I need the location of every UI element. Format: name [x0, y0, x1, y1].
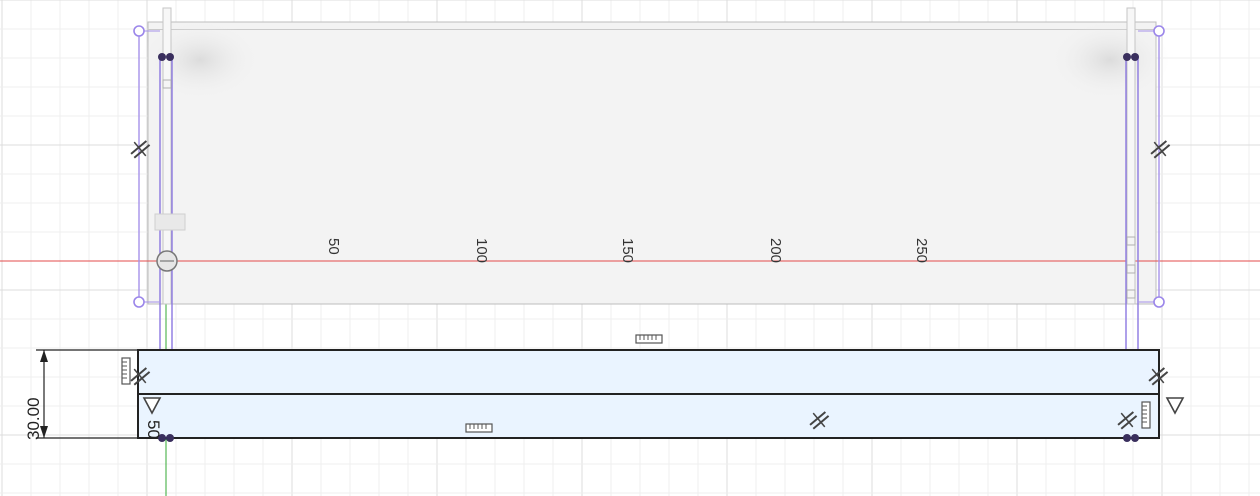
dimension-30[interactable]: 30.00 — [24, 349, 138, 440]
sketch-point — [1153, 25, 1165, 37]
ruler-labels: 50 100 150 200 250 — [325, 238, 930, 263]
parallel-constraint-icon — [130, 367, 151, 386]
constraint-glyphs — [121, 140, 1185, 433]
plate-body[interactable] — [140, 20, 1170, 305]
ruler-label: 200 — [767, 238, 784, 263]
parallel-constraint-icon — [1148, 367, 1169, 386]
vertical-constraint-icon — [121, 357, 131, 385]
sketch-point — [1123, 53, 1131, 61]
sketch-point — [133, 25, 145, 37]
parallel-constraint-icon — [1117, 411, 1138, 430]
sketch-point — [158, 434, 166, 442]
perpendicular-constraint-icon — [142, 397, 162, 415]
parallel-constraint-icon — [1150, 140, 1171, 159]
parallel-constraint-icon — [130, 140, 151, 159]
sketch-point — [166, 434, 174, 442]
horizontal-constraint-icon — [465, 423, 493, 433]
origin-icon[interactable] — [156, 250, 178, 272]
sketch-point — [158, 53, 166, 61]
sketch-point — [1123, 434, 1131, 442]
sketch-point — [133, 296, 145, 308]
ruler-label: 100 — [473, 238, 490, 263]
sketch-point — [1131, 434, 1139, 442]
side-label: 50 — [144, 420, 163, 439]
ruler-label: 50 — [325, 238, 342, 255]
sketch-point — [166, 53, 174, 61]
rail-tick-marks — [162, 79, 1136, 299]
horizontal-constraint-icon — [635, 334, 663, 344]
sketch-points[interactable] — [133, 25, 1165, 442]
dimension-value[interactable]: 30.00 — [24, 397, 43, 440]
ruler-label: 150 — [619, 238, 636, 263]
sketch-point — [1131, 53, 1139, 61]
parallel-constraint-icon — [809, 411, 830, 430]
plate-tag-icon — [154, 213, 186, 231]
ruler-label: 250 — [913, 238, 930, 263]
perpendicular-constraint-icon — [1165, 397, 1185, 415]
vertical-constraint-icon — [1141, 401, 1151, 429]
sketch-profile[interactable] — [137, 349, 1160, 439]
sketch-point — [1153, 296, 1165, 308]
